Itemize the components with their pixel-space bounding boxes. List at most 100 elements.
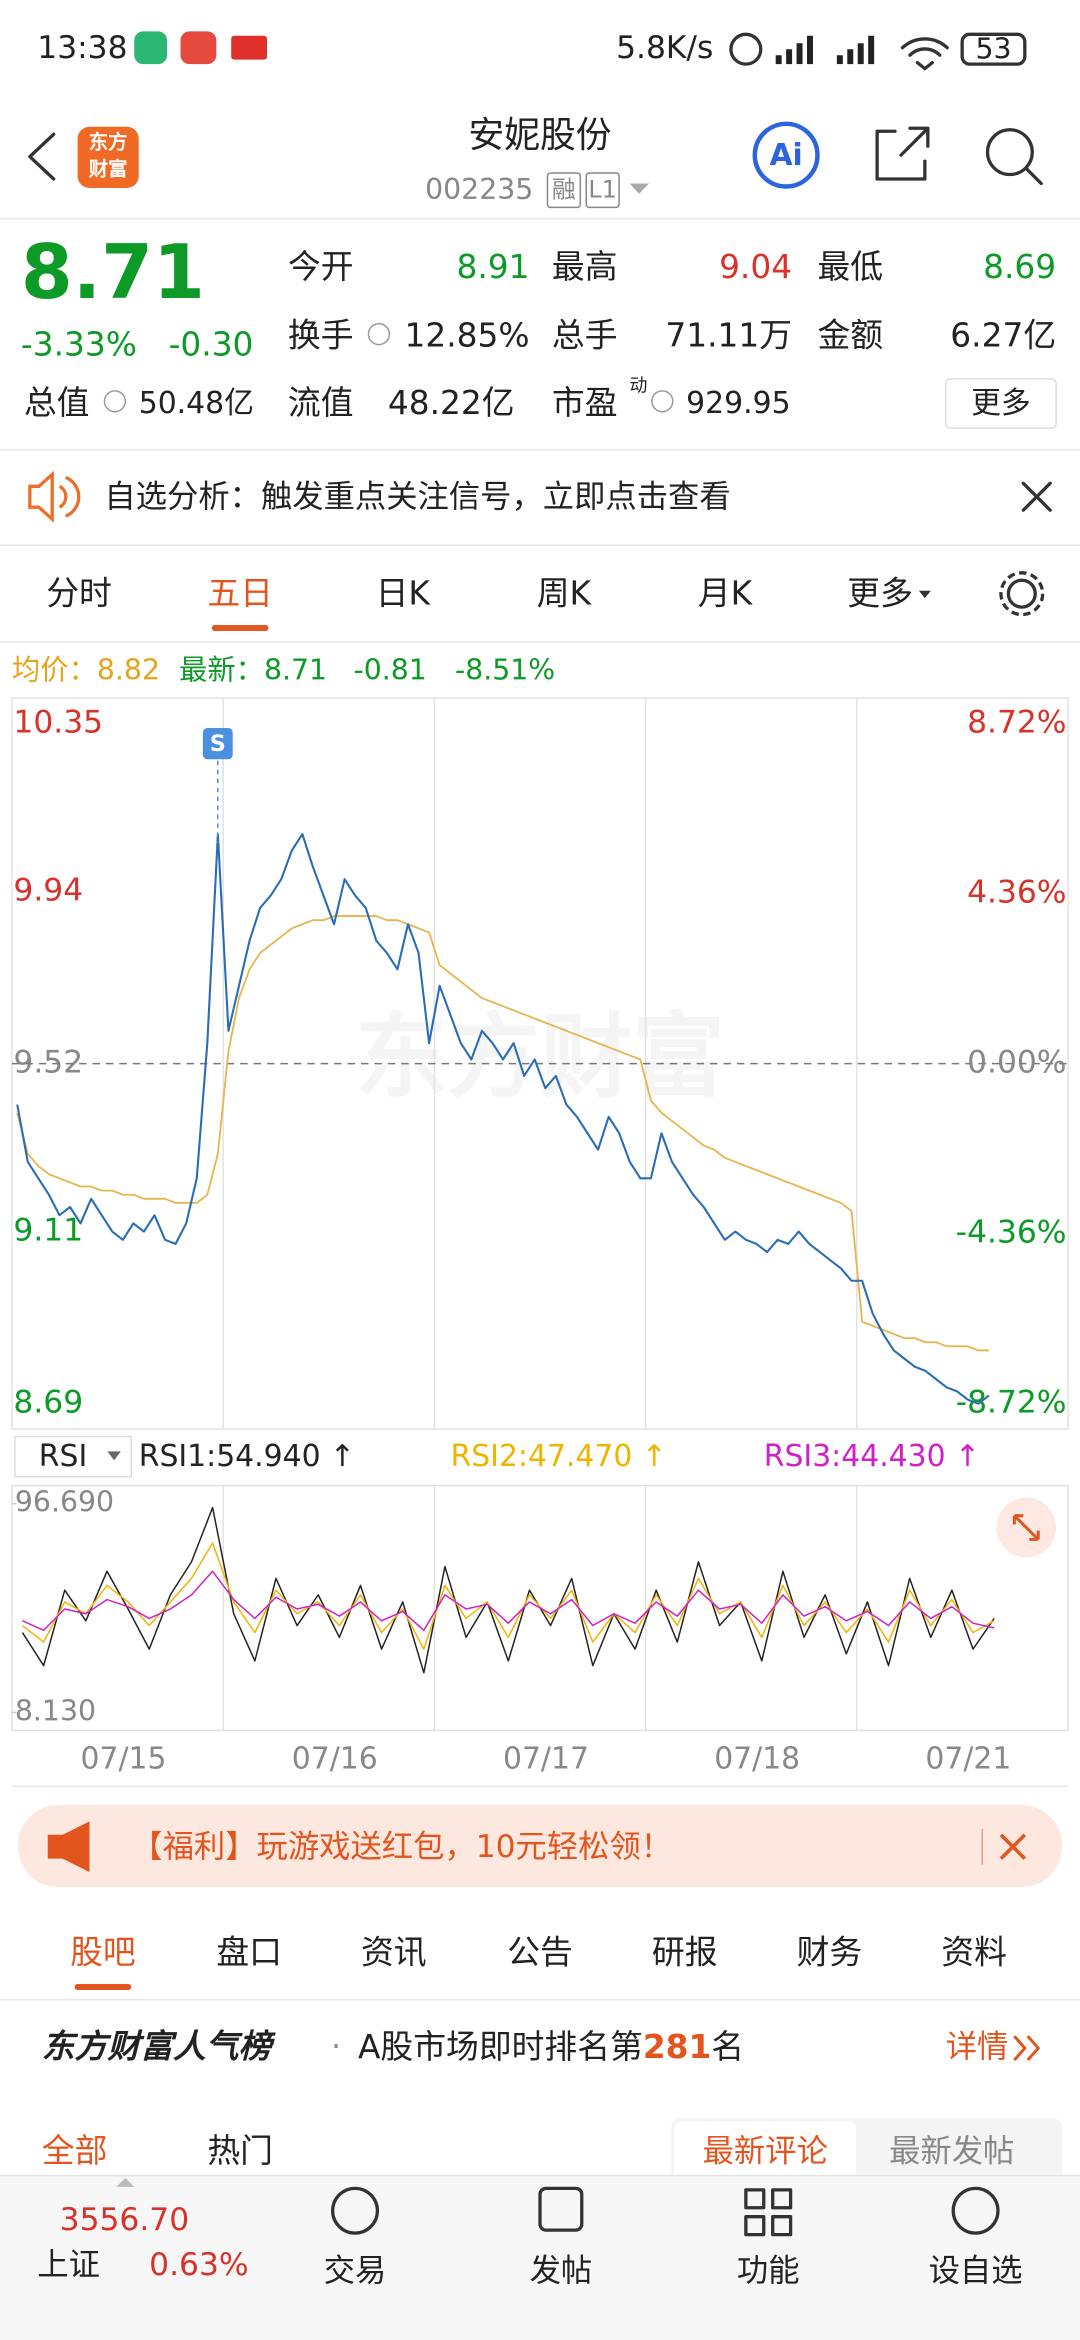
close-notice[interactable] [1021,481,1052,512]
tag-box [585,172,620,209]
field-value: 71.11万 [665,317,792,355]
y-tick-label: 9.52 [13,1045,83,1081]
battery-level: 53 [975,33,1011,66]
dropdown-arrow[interactable] [629,183,649,194]
section-tab[interactable]: 资讯 [361,1934,427,1972]
trade-icon [331,2186,380,2235]
field-value: 8.69 [983,248,1056,286]
field-label: 金额 [817,317,883,355]
y2-tick-label: -8.72% [956,1385,1067,1421]
section-tab[interactable]: 股吧 [70,1934,136,1972]
dropdown-arrow [107,1451,121,1461]
bar-button[interactable]: 交易 [324,2253,387,2289]
index-value[interactable]: 3556.70 [60,2202,190,2238]
time: 13:38 [37,30,127,66]
banner[interactable] [17,1804,1063,1888]
section-tab[interactable]: 公告 [507,1934,573,1972]
tab[interactable]: 日K [376,575,432,613]
tab[interactable]: 月K [698,575,754,613]
index-name: 上证 [37,2247,100,2283]
field-label: 今开 [288,248,354,286]
field-value: 48.22亿 [388,384,515,422]
divider [11,1785,1069,1788]
divider [0,1998,1080,2001]
settings-button[interactable] [1006,578,1037,609]
y2-tick-label: 8.72% [967,704,1066,740]
field-label: 市盈 [552,384,618,422]
bar-button[interactable]: 设自选 [929,2253,1023,2289]
share-button[interactable] [875,126,930,181]
bar-button[interactable]: 发帖 [530,2253,593,2289]
field-label: 流值 [288,384,354,422]
section-tab[interactable]: 盘口 [216,1934,282,1972]
sort-option[interactable]: 最新评论 [703,2134,828,2170]
y-tick-label: 10.35 [13,704,103,740]
tab[interactable]: 周K [537,575,593,613]
ranking-detail[interactable]: 详情 [946,2029,1009,2065]
field-value: 8.91 [457,248,530,286]
indicator-name: RSI [39,1439,87,1474]
info-icon[interactable] [367,322,391,346]
x-tick-label: 07/18 [714,1742,800,1777]
function-icon [744,2188,793,2237]
tag: L1 [588,175,616,203]
field-value: 6.27亿 [950,317,1056,355]
rsi-tick-label: 8.130 [15,1694,96,1727]
field-value: 9.04 [719,248,792,286]
field-value: 12.85% [404,317,529,355]
field-label: 总值 [24,384,90,422]
expand-arrow[interactable] [116,2177,135,2187]
rsi-line [22,1570,995,1632]
more-button[interactable] [944,378,1057,429]
app-icon [180,31,217,65]
rsi-legend: RSI2:47.470 ↑ [450,1439,666,1474]
sort-active[interactable] [674,2121,857,2181]
app-icon [134,31,168,65]
avg-line [16,915,989,1352]
divider [0,217,1080,220]
notice-text[interactable]: 自选分析：触发重点关注信号，立即点击查看 [104,479,730,515]
more-label: 更多 [971,386,1031,421]
rsi-line [22,1542,995,1650]
close-banner[interactable] [999,1833,1027,1860]
sub-tab[interactable]: 热门 [207,2132,273,2170]
section-tab[interactable]: 财务 [797,1934,863,1972]
sort-option[interactable]: 最新发帖 [889,2134,1014,2170]
divider [0,2174,1080,2177]
y-tick-label: 9.11 [13,1213,83,1249]
alarm-icon [729,32,763,66]
rsi-tick-label: 96.690 [15,1486,114,1519]
avg-legend: 均价：8.82 [12,653,160,686]
bar-button[interactable]: 功能 [737,2253,800,2289]
wifi-icon [900,37,949,71]
change-pct: -3.33% [21,326,137,364]
info-icon[interactable] [651,390,674,413]
tag: 融 [552,175,576,203]
x-tick-label: 07/17 [503,1742,589,1777]
search-button[interactable] [985,128,1034,177]
tab[interactable]: 分时 [46,575,112,613]
ai-label: Ai [769,138,802,173]
section-tab[interactable]: 资料 [941,1934,1007,1972]
watch-icon [951,2186,1000,2235]
stock-name: 安妮股份 [468,115,611,156]
field-label: 总手 [552,317,618,355]
rsi-legend: RSI1:54.940 ↑ [139,1439,355,1474]
logo-text: 财富 [89,158,128,181]
info-icon[interactable] [103,390,127,413]
banner-text: 【福利】玩游戏送红包，10元轻松领！ [131,1829,672,1865]
divider [0,641,1080,643]
rsi-line [21,1506,995,1674]
logo-text: 东方 [89,131,128,154]
ai-button[interactable] [752,121,820,189]
field-label: 换手 [288,317,354,355]
tab-underline [74,1983,132,1990]
signal-marker[interactable] [202,727,233,760]
megaphone-icon [47,1821,90,1873]
back-button[interactable] [28,132,56,181]
ranking-desc: A股市场即时排名第 [358,2028,643,2066]
tab[interactable]: 五日 [207,575,273,613]
section-tab[interactable]: 研报 [652,1934,718,1972]
tab[interactable]: 更多 [847,575,913,613]
sub-tab-active[interactable]: 全部 [42,2132,108,2170]
